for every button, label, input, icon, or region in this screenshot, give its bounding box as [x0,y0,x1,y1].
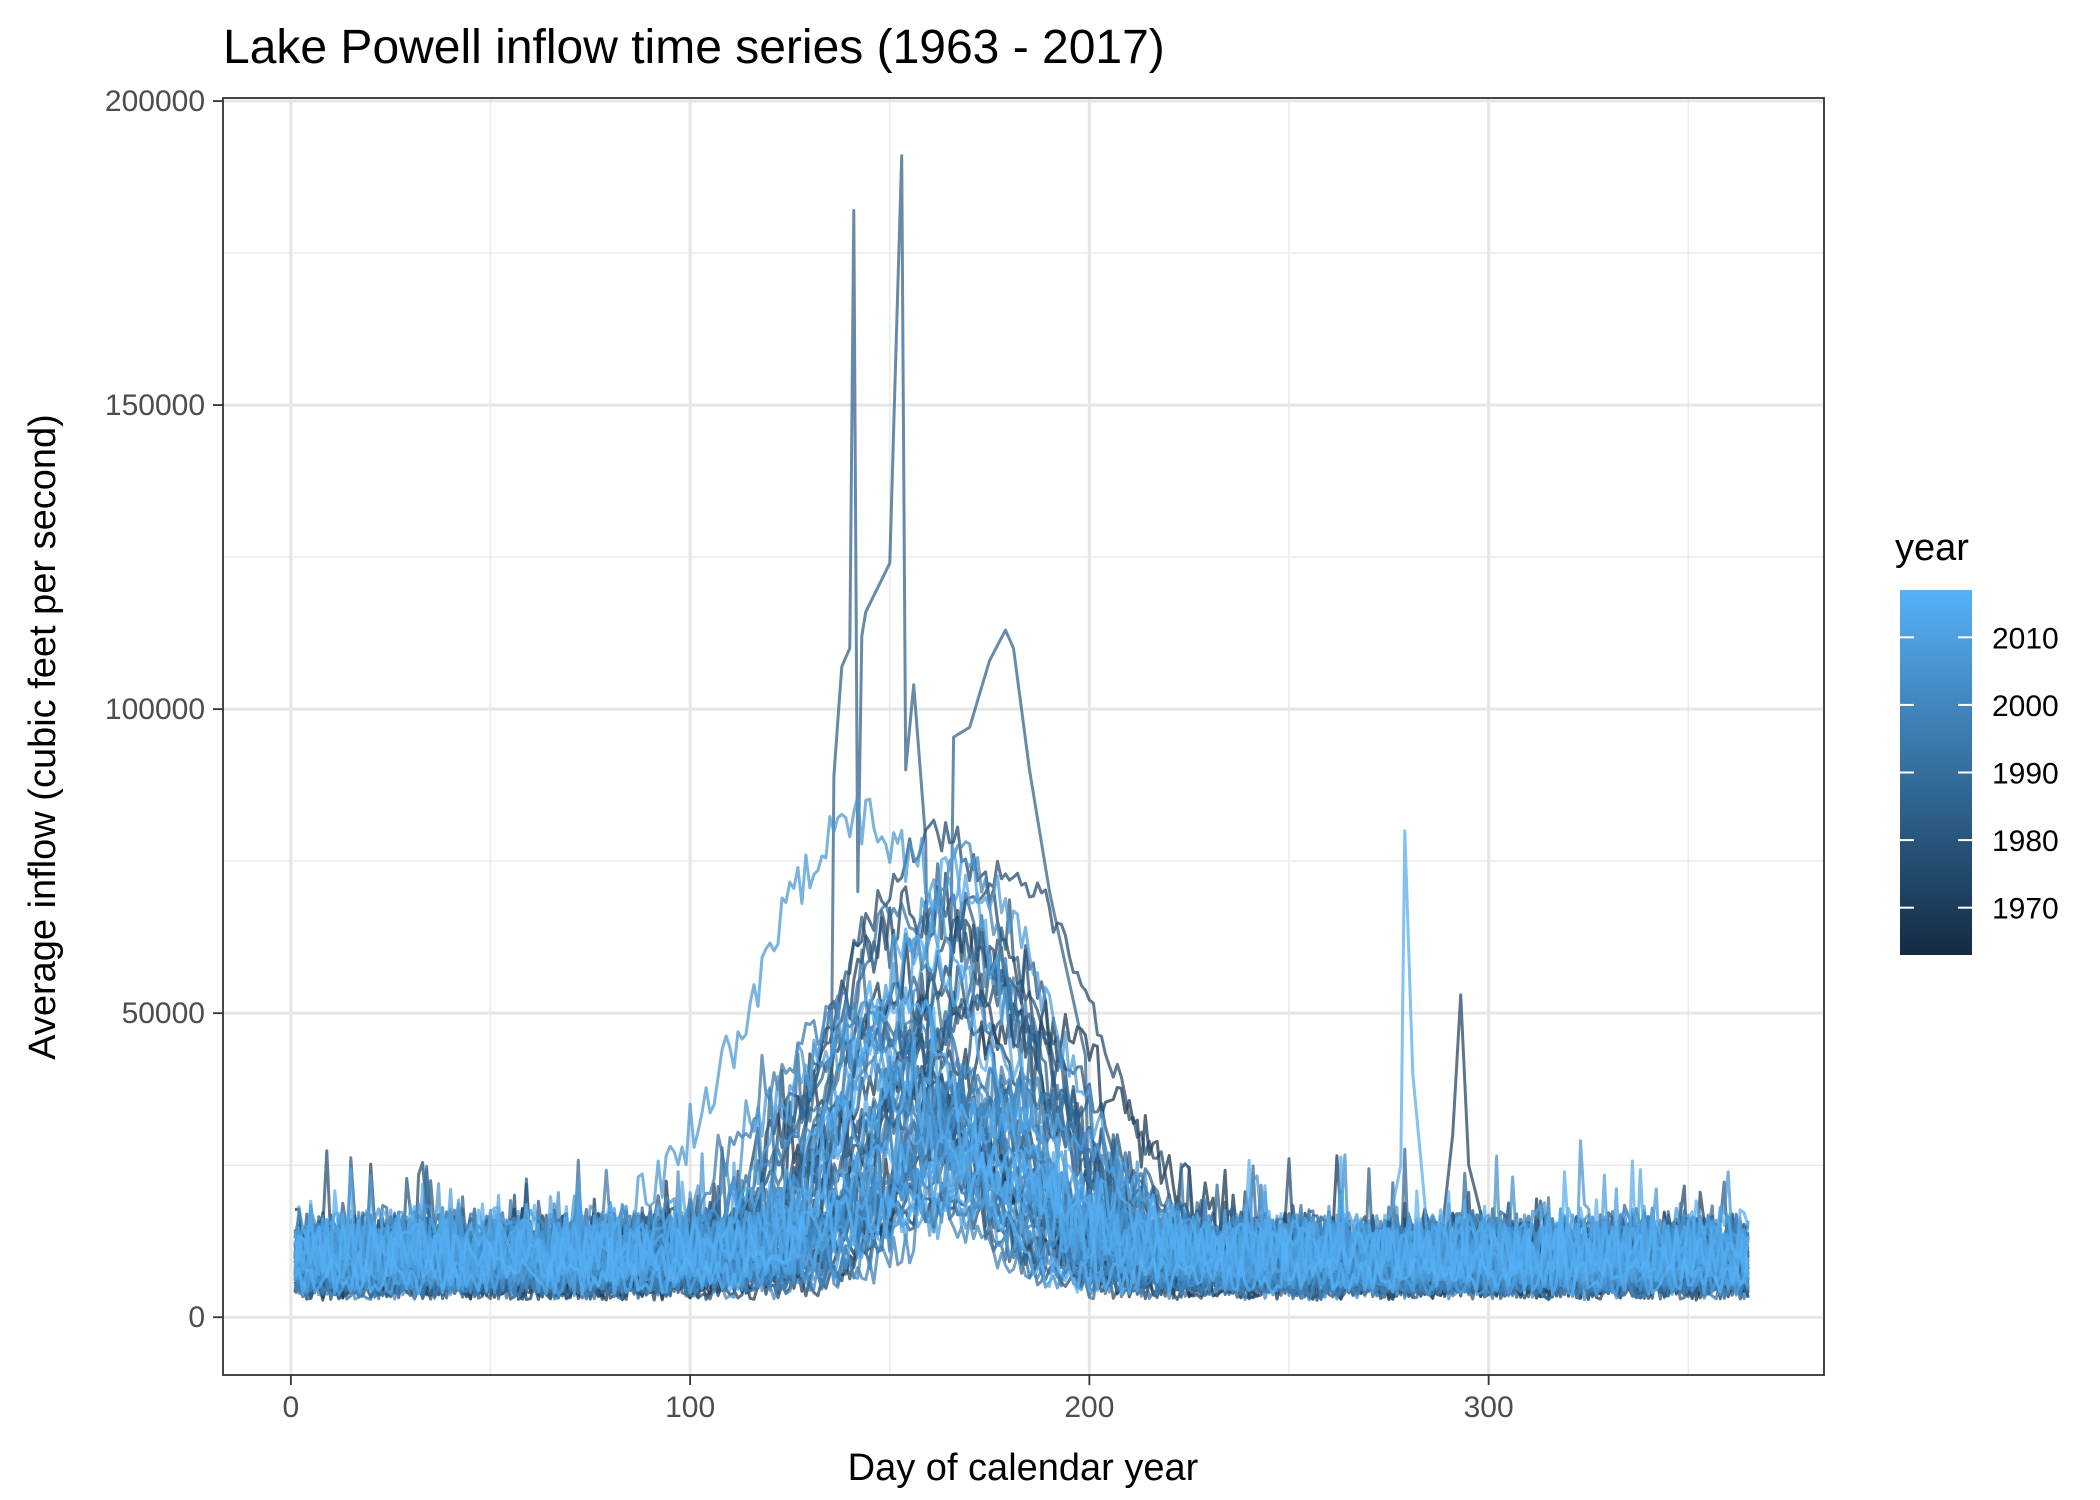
series-lines [293,154,1750,1302]
x-tick-label: 300 [1464,1391,1514,1424]
y-tick-label: 100000 [105,693,205,726]
chart-title: Lake Powell inflow time series (1963 - 2… [223,21,1165,74]
x-tick-label: 0 [283,1391,300,1424]
legend-ticks: 1970 1980 1990 2000 2010 [1900,622,2059,926]
y-tick-label: 0 [188,1301,205,1334]
y-axis-ticks: 0 50000 100000 150000 200000 [105,85,223,1334]
x-axis-title: Day of calendar year [848,1447,1199,1489]
y-tick-label: 150000 [105,389,205,422]
x-tick-label: 100 [665,1391,715,1424]
legend-tick-label: 2000 [1992,690,2059,723]
legend-tick-label: 1990 [1992,758,2059,791]
minor-gridlines [223,98,1824,1375]
legend-tick-label: 1970 [1992,893,2059,926]
legend-tick-label: 1980 [1992,825,2059,858]
y-axis-title: Average inflow (cubic feet per second) [22,414,64,1060]
y-tick-label: 200000 [105,85,205,118]
legend-title: year [1895,527,1969,569]
series-line-2017 [293,997,1750,1297]
legend-tick-label: 2010 [1992,622,2059,655]
plot-panel-border [222,97,1825,1376]
y-tick-label: 50000 [122,997,205,1030]
x-tick-label: 200 [1064,1391,1114,1424]
x-axis-ticks: 0 100 200 300 [283,1375,1514,1424]
